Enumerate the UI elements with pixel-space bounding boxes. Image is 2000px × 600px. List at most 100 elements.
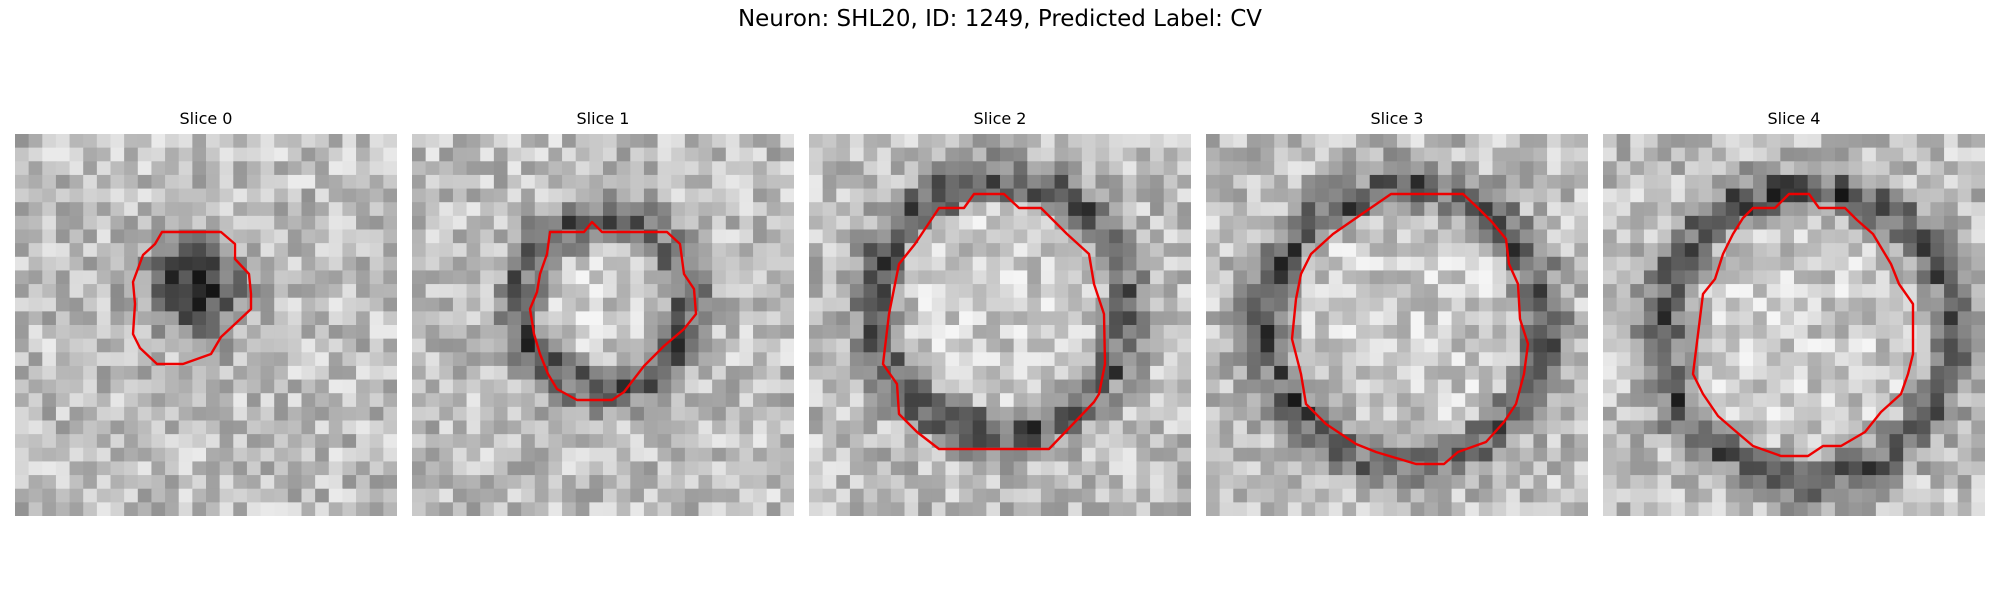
pixel: [616, 215, 631, 231]
pixel: [657, 161, 672, 176]
pixel: [507, 352, 522, 367]
pixel: [589, 134, 604, 149]
pixel: [849, 447, 865, 463]
pixel: [1834, 447, 1850, 463]
pixel: [165, 461, 180, 476]
pixel: [603, 256, 618, 272]
pixel: [1957, 352, 1972, 367]
pixel: [1177, 188, 1191, 203]
pixel: [548, 325, 563, 340]
pixel: [959, 134, 974, 149]
pixel: [1150, 188, 1165, 203]
pixel: [1657, 202, 1672, 217]
pixel: [1274, 434, 1289, 449]
pixel: [1643, 379, 1659, 394]
pixel: [1821, 406, 1836, 422]
pixel: [1233, 161, 1248, 176]
pixel: [1478, 447, 1494, 463]
pixel: [1246, 202, 1262, 217]
pixel: [1027, 174, 1042, 190]
pixel: [439, 325, 454, 340]
pixel: [1040, 488, 1056, 503]
pixel: [822, 420, 837, 435]
pixel: [1916, 325, 1932, 340]
pixel: [521, 297, 536, 312]
pixel: [1560, 379, 1575, 394]
pixel: [301, 243, 316, 258]
pixel: [1356, 270, 1371, 285]
pixel: [1301, 202, 1316, 217]
pixel: [1260, 352, 1275, 367]
pixel: [1547, 229, 1562, 244]
pixel: [328, 475, 344, 490]
pixel: [165, 256, 180, 272]
pixel: [698, 284, 713, 299]
pixel: [753, 434, 768, 449]
pixel: [780, 256, 794, 272]
pixel: [1712, 461, 1727, 476]
pixel: [369, 475, 384, 490]
pixel: [1369, 325, 1384, 340]
pixel: [439, 338, 454, 353]
pixel: [1246, 475, 1262, 490]
pixel: [233, 202, 248, 217]
pixel: [412, 297, 427, 312]
pixel: [1671, 134, 1686, 149]
pixel: [698, 147, 713, 162]
pixel: [1081, 365, 1097, 381]
pixel: [1834, 488, 1850, 503]
pixel: [986, 352, 1001, 367]
pixel: [55, 352, 71, 367]
pixel: [1397, 406, 1412, 422]
pixel: [192, 365, 207, 381]
pixel: [1875, 393, 1891, 408]
pixel: [1916, 393, 1932, 408]
pixel: [822, 229, 837, 244]
pixel: [1794, 420, 1809, 435]
pixel: [671, 488, 686, 503]
pixel: [1616, 420, 1631, 435]
pixel: [1136, 447, 1151, 463]
grayscale-pixels: [1603, 134, 1985, 516]
pixel: [83, 215, 98, 231]
pixel: [1971, 270, 1985, 285]
pixel: [151, 188, 166, 203]
pixel: [1766, 420, 1781, 435]
pixel: [1000, 393, 1015, 408]
pixel: [233, 243, 248, 258]
pixel: [1698, 461, 1713, 476]
pixel: [1957, 297, 1972, 312]
pixel: [1150, 379, 1165, 394]
pixel: [1971, 461, 1985, 476]
pixel: [260, 174, 275, 190]
pixel: [301, 256, 316, 272]
pixel: [739, 365, 754, 381]
pixel: [766, 270, 781, 285]
pixel: [1848, 311, 1863, 326]
pixel: [1560, 325, 1575, 340]
pixel: [1560, 502, 1575, 516]
pixel: [1794, 243, 1809, 258]
pixel: [28, 502, 43, 516]
pixel: [1574, 174, 1588, 190]
pixel: [328, 352, 344, 367]
pixel: [412, 147, 427, 162]
pixel: [1903, 393, 1918, 408]
pixel: [233, 270, 248, 285]
pixel: [1753, 434, 1768, 449]
pixel: [562, 174, 577, 190]
pixel: [1684, 188, 1700, 203]
pixel: [260, 475, 275, 490]
pixel: [1136, 188, 1151, 203]
pixel: [1424, 188, 1439, 203]
pixel: [1315, 270, 1330, 285]
pixel: [1315, 447, 1330, 463]
pixel: [1356, 297, 1371, 312]
pixel: [151, 461, 166, 476]
pixel: [753, 202, 768, 217]
pixel: [918, 379, 933, 394]
pixel: [1657, 352, 1672, 367]
pixel: [412, 338, 427, 353]
pixel: [1519, 475, 1535, 490]
pixel: [1383, 379, 1398, 394]
